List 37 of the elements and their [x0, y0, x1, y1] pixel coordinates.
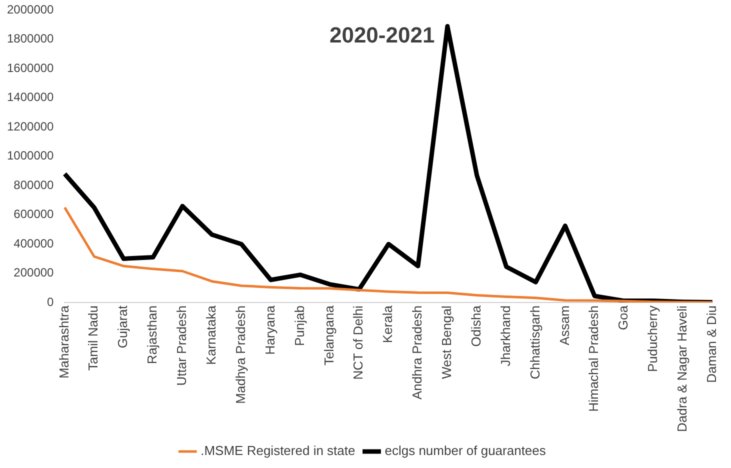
x-tick-label: Rajasthan — [144, 306, 160, 364]
x-tick-label: Haryana — [262, 304, 278, 355]
x-tick-label: Jharkhand — [498, 306, 513, 366]
x-tick-label: Dadra & Nagar Haveli — [674, 305, 690, 432]
y-tick-label: 1800000 — [7, 32, 54, 46]
x-tick-label: Uttar Pradesh — [174, 306, 190, 386]
x-tick-label: Himachal Pradesh — [586, 306, 602, 412]
legend-label: .MSME Registered in state — [200, 443, 356, 458]
y-tick-label: 400000 — [14, 236, 54, 250]
x-tick-label: Andhra Pradesh — [410, 306, 425, 400]
y-tick-label: 200000 — [14, 266, 54, 280]
legend-label: eclgs number of guarantees — [384, 443, 546, 458]
x-tick-label: Kerala — [380, 304, 396, 344]
x-tick-label: Telangana — [321, 304, 336, 366]
x-tick-label: Punjab — [292, 306, 307, 346]
x-tick-label: Puducherry — [645, 305, 660, 372]
y-tick-label: 1200000 — [7, 119, 54, 134]
x-tick-label: West Bengal — [439, 305, 454, 380]
x-tick-label: Odisha — [468, 304, 484, 347]
x-tick-label: Chhattisgarh — [527, 306, 542, 380]
y-tick-label: 1400000 — [7, 90, 54, 104]
y-tick-label: 1000000 — [7, 148, 54, 163]
x-tick-label: Karnataka — [203, 304, 218, 365]
x-tick-label: Assam — [556, 306, 572, 346]
text: 2020-2021 — [329, 22, 435, 48]
x-tick-label: Tamil Nadu — [86, 306, 101, 371]
x-tick-label: Gujarat — [115, 305, 130, 348]
x-tick-label: Madhya Pradesh — [232, 306, 248, 404]
x-tick-label: Daman & Diu — [704, 306, 719, 383]
y-tick-label: 800000 — [14, 178, 54, 192]
y-tick-label: 1600000 — [7, 60, 54, 75]
x-tick-label: Maharashtra — [56, 304, 72, 379]
y-tick-label: 2000000 — [7, 2, 54, 17]
y-tick-label: 600000 — [14, 207, 54, 222]
x-tick-label: Goa — [616, 304, 631, 330]
y-tick-label: 0 — [47, 294, 54, 309]
x-tick-label: NCT of Delhi — [350, 305, 366, 380]
